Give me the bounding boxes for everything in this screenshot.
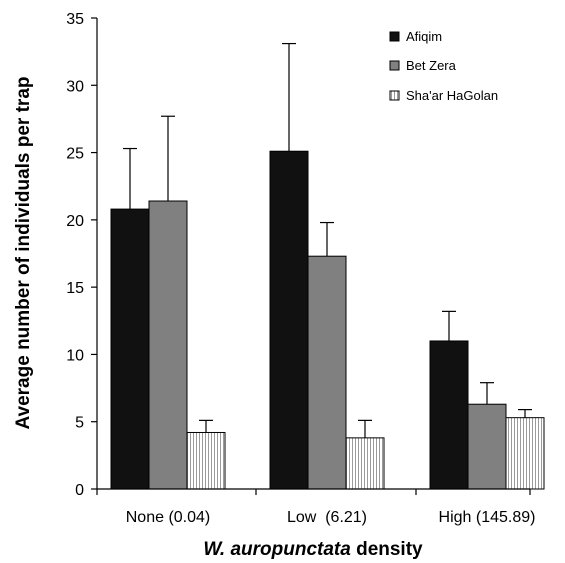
- y-tick-label-20: 20: [66, 213, 84, 230]
- legend-label-afiqim: Afiqim: [406, 29, 442, 44]
- x-axis-title: W. auropunctata density: [203, 539, 423, 560]
- bar-bet-zera-none-0-04: [148, 200, 188, 490]
- legend-swatch-afiqim: [389, 31, 400, 42]
- bars-layer: [110, 150, 545, 490]
- bar-sha-ar-hagolan-high-145-89: [505, 417, 545, 490]
- y-tick-label-0: 0: [75, 482, 84, 499]
- x-tick-label-none-0-04: None (0.04): [126, 509, 211, 526]
- bar-bet-zera-low-6-21: [307, 255, 347, 490]
- error-bars-layer: [123, 42, 532, 438]
- x-tick-label-low-6-21: Low (6.21): [287, 509, 367, 526]
- legend-swatch-shaar-hagolan: [389, 90, 400, 101]
- legend: Afiqim Bet Zera Sha'ar HaGolan: [389, 29, 498, 103]
- y-tick-label-5: 5: [75, 415, 84, 432]
- legend-label-shaar-hagolan: Sha'ar HaGolan: [406, 88, 498, 103]
- bar-sha-ar-hagolan-none-0-04: [186, 431, 226, 490]
- y-axis-title: Average number of individuals per trap: [13, 77, 34, 430]
- y-tick-label-15: 15: [66, 280, 84, 297]
- bar-afiqim-high-145-89: [429, 340, 469, 490]
- bar-sha-ar-hagolan-low-6-21: [345, 437, 385, 490]
- x-axis-title-rest: density: [351, 539, 423, 560]
- y-tick-label-10: 10: [66, 347, 84, 364]
- y-tick-label-30: 30: [66, 78, 84, 95]
- bar-bet-zera-high-145-89: [467, 403, 507, 490]
- legend-swatch-bet-zera: [389, 60, 400, 71]
- y-tick-label-35: 35: [66, 11, 84, 28]
- y-tick-label-25: 25: [66, 146, 84, 163]
- x-ticks-layer: None (0.04) Low (6.21) High (145.89): [96, 489, 536, 526]
- x-tick-label-high-145-89: High (145.89): [439, 509, 536, 526]
- y-ticks-layer: 0 5 10 15 20 25 30 35: [66, 11, 97, 499]
- bar-afiqim-none-0-04: [110, 208, 150, 490]
- x-axis-title-italic: W. auropunctata: [203, 539, 351, 560]
- bar-afiqim-low-6-21: [269, 150, 309, 490]
- legend-label-bet-zera: Bet Zera: [406, 58, 457, 73]
